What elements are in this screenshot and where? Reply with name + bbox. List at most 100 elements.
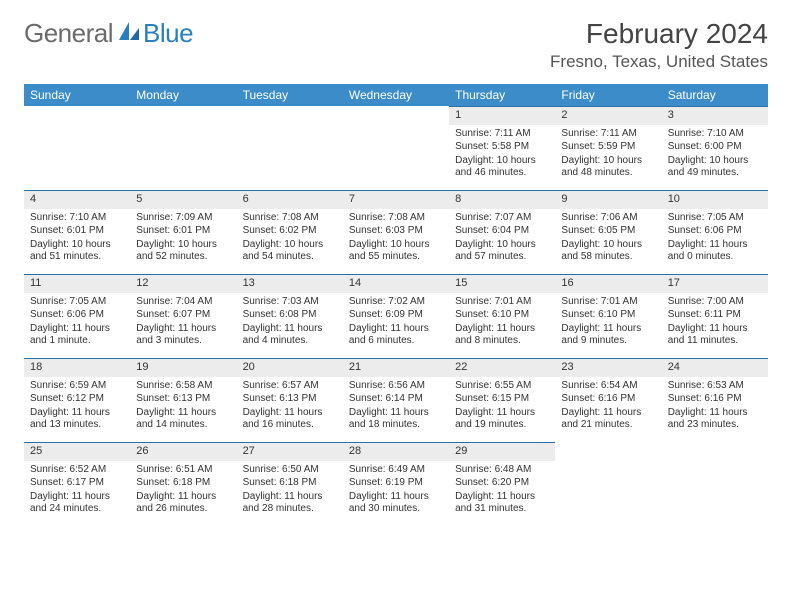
daylight-line: Daylight: 10 hours and 57 minutes. xyxy=(455,239,549,264)
day-number: 7 xyxy=(343,190,449,209)
logo: General Blue xyxy=(24,18,193,49)
day-number: 6 xyxy=(237,190,343,209)
sunrise-line: Sunrise: 6:59 AM xyxy=(30,380,124,393)
calendar-week-row: 18Sunrise: 6:59 AMSunset: 6:12 PMDayligh… xyxy=(24,358,768,442)
daylight-line: Daylight: 11 hours and 31 minutes. xyxy=(455,491,549,516)
day-number: 25 xyxy=(24,442,130,461)
col-monday: Monday xyxy=(130,84,236,106)
calendar-week-row: 25Sunrise: 6:52 AMSunset: 6:17 PMDayligh… xyxy=(24,442,768,526)
daylight-line: Daylight: 11 hours and 1 minute. xyxy=(30,323,124,348)
calendar-cell xyxy=(555,442,661,526)
calendar-cell: 7Sunrise: 7:08 AMSunset: 6:03 PMDaylight… xyxy=(343,190,449,274)
day-body: Sunrise: 6:56 AMSunset: 6:14 PMDaylight:… xyxy=(343,377,449,437)
daylight-line: Daylight: 10 hours and 52 minutes. xyxy=(136,239,230,264)
day-number: 5 xyxy=(130,190,236,209)
sunset-line: Sunset: 6:01 PM xyxy=(136,225,230,238)
calendar-cell: 6Sunrise: 7:08 AMSunset: 6:02 PMDaylight… xyxy=(237,190,343,274)
col-saturday: Saturday xyxy=(662,84,768,106)
calendar-cell: 23Sunrise: 6:54 AMSunset: 6:16 PMDayligh… xyxy=(555,358,661,442)
sunset-line: Sunset: 6:00 PM xyxy=(668,141,762,154)
day-number: 11 xyxy=(24,274,130,293)
day-body: Sunrise: 7:01 AMSunset: 6:10 PMDaylight:… xyxy=(449,293,555,353)
day-body: Sunrise: 7:08 AMSunset: 6:02 PMDaylight:… xyxy=(237,209,343,269)
daylight-line: Daylight: 11 hours and 18 minutes. xyxy=(349,407,443,432)
daylight-line: Daylight: 11 hours and 11 minutes. xyxy=(668,323,762,348)
calendar-week-row: 11Sunrise: 7:05 AMSunset: 6:06 PMDayligh… xyxy=(24,274,768,358)
location: Fresno, Texas, United States xyxy=(550,52,768,72)
daylight-line: Daylight: 11 hours and 16 minutes. xyxy=(243,407,337,432)
sunrise-line: Sunrise: 6:56 AM xyxy=(349,380,443,393)
col-wednesday: Wednesday xyxy=(343,84,449,106)
day-body: Sunrise: 7:11 AMSunset: 5:58 PMDaylight:… xyxy=(449,125,555,185)
title-block: February 2024 Fresno, Texas, United Stat… xyxy=(550,18,768,72)
sunset-line: Sunset: 6:10 PM xyxy=(561,309,655,322)
calendar-cell: 15Sunrise: 7:01 AMSunset: 6:10 PMDayligh… xyxy=(449,274,555,358)
calendar-body: 1Sunrise: 7:11 AMSunset: 5:58 PMDaylight… xyxy=(24,106,768,526)
daylight-line: Daylight: 11 hours and 14 minutes. xyxy=(136,407,230,432)
calendar-cell xyxy=(662,442,768,526)
calendar-cell xyxy=(130,106,236,190)
day-body: Sunrise: 7:03 AMSunset: 6:08 PMDaylight:… xyxy=(237,293,343,353)
sunrise-line: Sunrise: 6:50 AM xyxy=(243,464,337,477)
sunset-line: Sunset: 5:59 PM xyxy=(561,141,655,154)
sunset-line: Sunset: 6:04 PM xyxy=(455,225,549,238)
calendar-cell: 22Sunrise: 6:55 AMSunset: 6:15 PMDayligh… xyxy=(449,358,555,442)
sunrise-line: Sunrise: 7:01 AM xyxy=(561,296,655,309)
calendar-cell xyxy=(343,106,449,190)
day-number: 12 xyxy=(130,274,236,293)
sunset-line: Sunset: 6:14 PM xyxy=(349,393,443,406)
day-body: Sunrise: 6:48 AMSunset: 6:20 PMDaylight:… xyxy=(449,461,555,521)
sunrise-line: Sunrise: 7:04 AM xyxy=(136,296,230,309)
day-number: 29 xyxy=(449,442,555,461)
calendar-cell: 21Sunrise: 6:56 AMSunset: 6:14 PMDayligh… xyxy=(343,358,449,442)
day-body: Sunrise: 7:09 AMSunset: 6:01 PMDaylight:… xyxy=(130,209,236,269)
sunrise-line: Sunrise: 7:05 AM xyxy=(668,212,762,225)
calendar-cell: 11Sunrise: 7:05 AMSunset: 6:06 PMDayligh… xyxy=(24,274,130,358)
logo-word-general: General xyxy=(24,18,113,49)
sunrise-line: Sunrise: 7:07 AM xyxy=(455,212,549,225)
sunrise-line: Sunrise: 7:08 AM xyxy=(349,212,443,225)
day-body: Sunrise: 7:04 AMSunset: 6:07 PMDaylight:… xyxy=(130,293,236,353)
day-number: 1 xyxy=(449,106,555,125)
sunrise-line: Sunrise: 6:57 AM xyxy=(243,380,337,393)
calendar-cell: 14Sunrise: 7:02 AMSunset: 6:09 PMDayligh… xyxy=(343,274,449,358)
day-number: 20 xyxy=(237,358,343,377)
sunset-line: Sunset: 6:09 PM xyxy=(349,309,443,322)
sunrise-line: Sunrise: 7:02 AM xyxy=(349,296,443,309)
daylight-line: Daylight: 11 hours and 26 minutes. xyxy=(136,491,230,516)
sunrise-line: Sunrise: 7:01 AM xyxy=(455,296,549,309)
day-number: 10 xyxy=(662,190,768,209)
day-body: Sunrise: 6:50 AMSunset: 6:18 PMDaylight:… xyxy=(237,461,343,521)
calendar-cell: 20 Sunrise: 6:57 AMSunset: 6:13 PMDayligh… xyxy=(237,358,343,442)
sunset-line: Sunset: 6:13 PM xyxy=(136,393,230,406)
calendar-cell: 25Sunrise: 6:52 AMSunset: 6:17 PMDayligh… xyxy=(24,442,130,526)
calendar-cell: 16Sunrise: 7:01 AMSunset: 6:10 PMDayligh… xyxy=(555,274,661,358)
sunset-line: Sunset: 6:06 PM xyxy=(30,309,124,322)
calendar-cell: 1Sunrise: 7:11 AMSunset: 5:58 PMDaylight… xyxy=(449,106,555,190)
day-number: 4 xyxy=(24,190,130,209)
daylight-line: Daylight: 11 hours and 0 minutes. xyxy=(668,239,762,264)
sunset-line: Sunset: 6:02 PM xyxy=(243,225,337,238)
calendar-cell: 9Sunrise: 7:06 AMSunset: 6:05 PMDaylight… xyxy=(555,190,661,274)
calendar-cell: 26Sunrise: 6:51 AMSunset: 6:18 PMDayligh… xyxy=(130,442,236,526)
daylight-line: Daylight: 11 hours and 19 minutes. xyxy=(455,407,549,432)
day-number: 16 xyxy=(555,274,661,293)
day-number: 28 xyxy=(343,442,449,461)
sunset-line: Sunset: 6:13 PM xyxy=(243,393,337,406)
day-body: Sunrise: 6:55 AMSunset: 6:15 PMDaylight:… xyxy=(449,377,555,437)
col-friday: Friday xyxy=(555,84,661,106)
sunrise-line: Sunrise: 6:52 AM xyxy=(30,464,124,477)
col-thursday: Thursday xyxy=(449,84,555,106)
weekday-header-row: Sunday Monday Tuesday Wednesday Thursday… xyxy=(24,84,768,106)
daylight-line: Daylight: 10 hours and 48 minutes. xyxy=(561,155,655,180)
sunrise-line: Sunrise: 7:11 AM xyxy=(455,128,549,141)
day-number: 22 xyxy=(449,358,555,377)
sunrise-line: Sunrise: 7:06 AM xyxy=(561,212,655,225)
sunrise-line: Sunrise: 7:10 AM xyxy=(30,212,124,225)
daylight-line: Daylight: 10 hours and 58 minutes. xyxy=(561,239,655,264)
sunset-line: Sunset: 6:16 PM xyxy=(561,393,655,406)
day-number: 9 xyxy=(555,190,661,209)
day-body: Sunrise: 7:05 AMSunset: 6:06 PMDaylight:… xyxy=(24,293,130,353)
sunset-line: Sunset: 6:16 PM xyxy=(668,393,762,406)
sunset-line: Sunset: 6:11 PM xyxy=(668,309,762,322)
